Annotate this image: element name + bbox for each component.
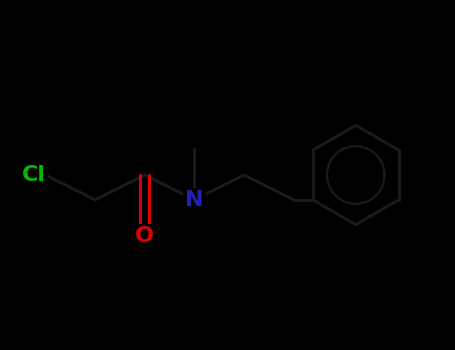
Text: N: N (185, 190, 204, 210)
Text: Cl: Cl (21, 165, 46, 185)
Text: O: O (135, 226, 154, 246)
